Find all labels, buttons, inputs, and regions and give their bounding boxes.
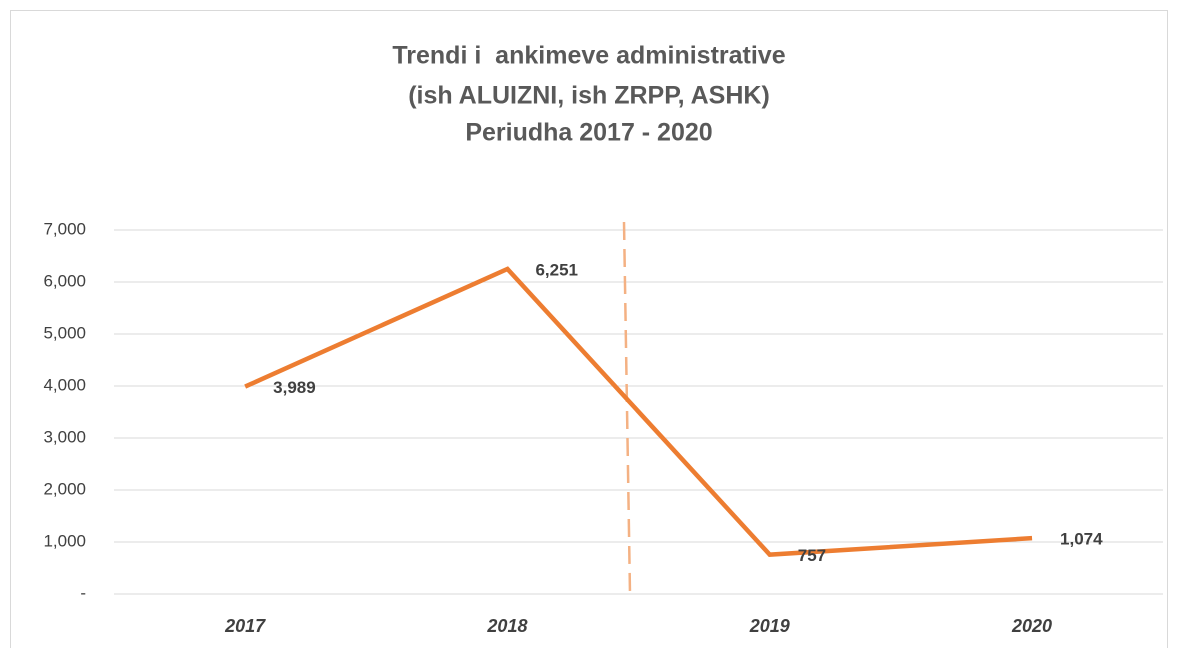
- chart-title: Trendi i ankimeve administrative: [392, 42, 785, 70]
- y-tick-label: 1,000: [43, 531, 86, 550]
- value-label: 1,074: [1060, 530, 1103, 549]
- y-tick-label: 2,000: [43, 479, 86, 498]
- chart-title: (ish ALUIZNI, ish ZRPP, ASHK): [408, 82, 770, 110]
- value-label: 757: [798, 546, 826, 565]
- value-label: 3,989: [273, 378, 316, 397]
- divider-line: [622, 221, 632, 595]
- x-tick-label: 2018: [486, 616, 527, 636]
- y-tick-label: 4,000: [43, 375, 86, 394]
- line: [244, 266, 1033, 557]
- chart-title: Periudha 2017 - 2020: [465, 119, 712, 147]
- y-tick-label: 7,000: [43, 219, 86, 238]
- x-tick-label: 2020: [1011, 616, 1052, 636]
- y-tick-label: 3,000: [43, 427, 86, 446]
- value-label: 6,251: [535, 260, 578, 279]
- y-tick-label: 6,000: [43, 271, 86, 290]
- y-tick-label: -: [80, 583, 86, 602]
- y-tick-label: 5,000: [43, 323, 86, 342]
- x-tick-label: 2019: [749, 616, 790, 636]
- x-tick-label: 2017: [224, 616, 266, 636]
